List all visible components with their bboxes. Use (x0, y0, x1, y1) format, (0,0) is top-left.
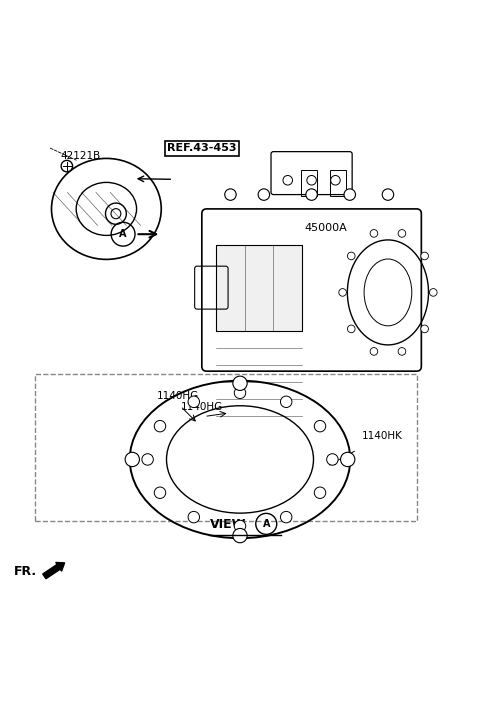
Circle shape (61, 160, 72, 172)
Text: 45000A: 45000A (304, 223, 347, 233)
Circle shape (370, 347, 378, 355)
Circle shape (348, 252, 355, 260)
Text: A: A (263, 519, 270, 529)
Circle shape (154, 487, 166, 499)
Circle shape (344, 189, 356, 200)
Text: REF.43-453: REF.43-453 (167, 143, 237, 154)
Circle shape (188, 511, 200, 523)
Bar (35, 373, 417, 521)
Circle shape (430, 288, 437, 296)
Circle shape (348, 325, 355, 333)
Circle shape (421, 252, 429, 260)
Circle shape (398, 229, 406, 237)
Circle shape (307, 175, 316, 185)
Text: A: A (120, 229, 127, 240)
Text: 1140HG: 1140HG (156, 392, 199, 401)
Circle shape (234, 521, 246, 531)
Circle shape (382, 189, 394, 200)
Circle shape (280, 396, 292, 408)
Bar (216, 245, 302, 331)
Text: VIEW: VIEW (210, 518, 246, 531)
Circle shape (280, 511, 292, 523)
FancyArrow shape (43, 563, 65, 579)
Circle shape (331, 175, 340, 185)
Circle shape (258, 189, 270, 200)
Circle shape (370, 229, 378, 237)
Circle shape (339, 288, 347, 296)
Text: 1140HG: 1140HG (180, 402, 223, 412)
Circle shape (154, 421, 166, 432)
Circle shape (225, 189, 236, 200)
Circle shape (306, 189, 317, 200)
Text: 42121B: 42121B (60, 151, 100, 162)
Text: 1140HK: 1140HK (362, 430, 403, 440)
Circle shape (233, 376, 247, 390)
Circle shape (341, 452, 355, 467)
Text: FR.: FR. (14, 565, 37, 578)
Circle shape (142, 454, 153, 465)
Circle shape (188, 396, 200, 408)
Circle shape (314, 487, 326, 499)
Circle shape (233, 529, 247, 543)
Circle shape (234, 387, 246, 399)
Circle shape (327, 454, 338, 465)
Circle shape (421, 325, 429, 333)
Circle shape (314, 421, 326, 432)
Circle shape (125, 452, 139, 467)
Circle shape (283, 175, 292, 185)
Circle shape (398, 347, 406, 355)
